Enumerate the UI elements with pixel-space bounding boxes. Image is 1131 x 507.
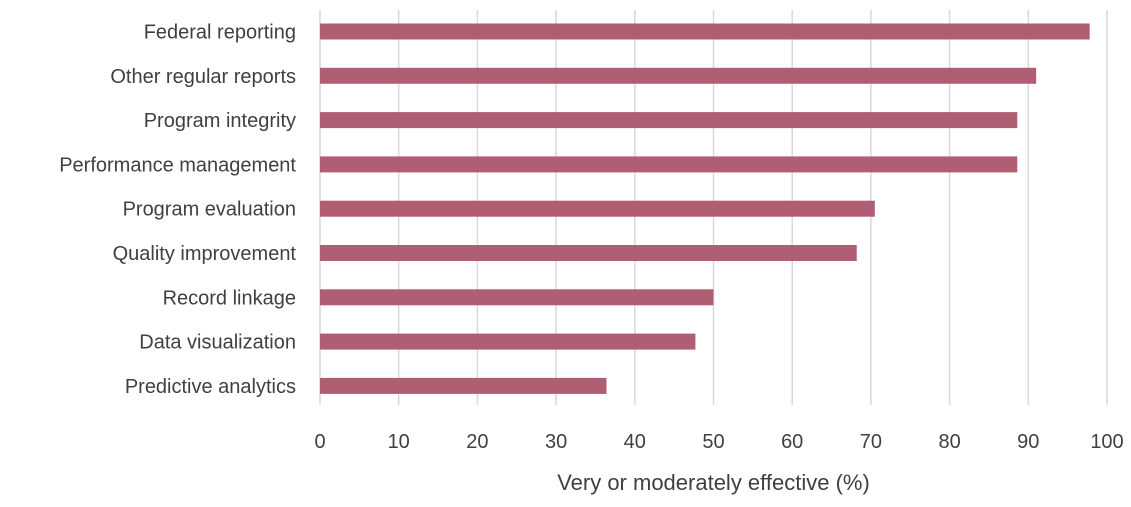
- bar: [320, 156, 1018, 173]
- x-tick-label: 50: [702, 431, 724, 453]
- category-label: Federal reporting: [144, 22, 296, 44]
- x-tick-label: 70: [860, 431, 882, 453]
- x-axis-title: Very or moderately effective (%): [557, 470, 870, 495]
- bar: [320, 245, 857, 261]
- x-tick-label: 80: [938, 431, 960, 453]
- category-label: Record linkage: [163, 287, 296, 309]
- x-tick-label: 90: [1017, 431, 1039, 453]
- x-tick-label: 0: [314, 431, 325, 453]
- x-tick-label: 100: [1090, 431, 1123, 453]
- bars: [320, 23, 1090, 394]
- category-label: Predictive analytics: [125, 376, 296, 398]
- category-label: Performance management: [59, 154, 296, 176]
- bar: [320, 200, 875, 217]
- category-label: Program evaluation: [123, 199, 296, 221]
- x-tick-labels: 0 10 20 30 40 50 60 70 80 90 100: [314, 431, 1123, 453]
- x-tick-label: 60: [781, 431, 803, 453]
- x-tick-label: 10: [388, 431, 410, 453]
- category-labels: Federal reporting Other regular reports Pr…: [59, 22, 296, 398]
- bar: [320, 23, 1090, 40]
- category-label: Quality improvement: [113, 243, 297, 265]
- bar: [320, 67, 1037, 84]
- category-label: Program integrity: [144, 110, 296, 132]
- category-label: Other regular reports: [110, 66, 296, 88]
- bar: [320, 289, 714, 306]
- bar: [320, 377, 607, 394]
- x-tick-label: 30: [545, 431, 567, 453]
- bar: [320, 112, 1018, 129]
- category-label: Data visualization: [139, 332, 296, 354]
- x-tick-label: 40: [624, 431, 646, 453]
- bar: [320, 333, 696, 350]
- x-tick-label: 20: [466, 431, 488, 453]
